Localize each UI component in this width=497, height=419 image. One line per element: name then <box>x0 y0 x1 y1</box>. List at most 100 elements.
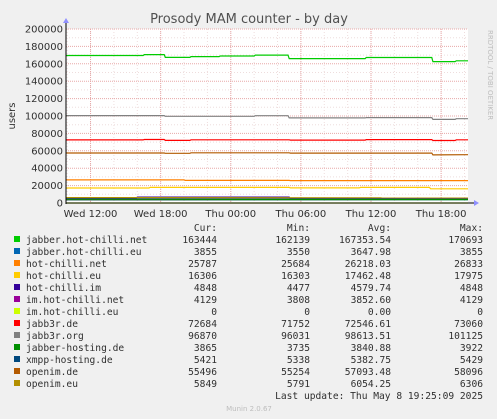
x-tick-label: Thu 18:00 <box>415 209 467 220</box>
legend-avg-value: 3647.98 <box>351 247 392 258</box>
legend-min-value: 5791 <box>287 379 310 390</box>
legend-max-value: 4129 <box>460 295 483 306</box>
legend-avg-value: 72546.61 <box>345 319 391 330</box>
y-axis-arrow <box>63 18 69 23</box>
y-tick-label: 80000 <box>31 129 63 140</box>
legend-name: hot-chilli.net <box>26 259 107 270</box>
legend-cur-value: 4848 <box>194 283 217 294</box>
legend-cur-value: 0 <box>211 307 217 318</box>
y-tick-label: 20000 <box>31 181 63 192</box>
legend-cur-value: 25787 <box>188 259 217 270</box>
legend-min-value: 162139 <box>275 235 310 246</box>
munin-version: Munin 2.0.67 <box>226 405 272 413</box>
legend-avg-value: 98613.51 <box>345 331 391 342</box>
legend-swatch <box>14 248 20 254</box>
legend-max-value: 58096 <box>454 367 483 378</box>
legend-cur-value: 163444 <box>182 235 217 246</box>
y-tick-label: 0 <box>57 199 63 210</box>
legend-swatch <box>14 356 20 362</box>
legend-avg-value: 0.00 <box>368 307 391 318</box>
legend-name: jabber-hosting.de <box>26 343 124 354</box>
x-tick-label: Thu 12:00 <box>345 209 397 220</box>
legend-max-value: 3855 <box>460 247 483 258</box>
legend-min-value: 16303 <box>281 271 310 282</box>
legend-name: jabb3r.org <box>26 331 84 342</box>
rrdtool-credit: RRDTOOL / TOBI OETIKER <box>486 30 494 120</box>
legend-name: im.hot-chilli.net <box>26 295 124 306</box>
legend-name: jabber.hot-chilli.eu <box>26 247 142 258</box>
legend-min-value: 5338 <box>287 355 310 366</box>
legend-cur-value: 3865 <box>194 343 217 354</box>
legend-cur-value: 5849 <box>194 379 217 390</box>
legend-max-value: 73060 <box>454 319 483 330</box>
legend-max-value: 0 <box>477 307 483 318</box>
y-tick-label: 160000 <box>25 59 63 70</box>
legend-swatch <box>14 320 20 326</box>
series-line-hot-chilli-eu <box>66 186 468 190</box>
legend-avg-value: 6054.25 <box>351 379 391 390</box>
legend-name: xmpp-hosting.de <box>26 355 113 366</box>
legend-avg-value: 3840.88 <box>351 343 392 354</box>
legend-name: jabb3r.de <box>26 319 78 330</box>
legend-max-value: 170693 <box>448 235 483 246</box>
legend-min-value: 71752 <box>281 319 310 330</box>
legend-swatch <box>14 296 20 302</box>
legend-min-value: 0 <box>304 307 310 318</box>
x-tick-label: Thu 00:00 <box>204 209 256 220</box>
legend-header-max: Max: <box>460 223 483 234</box>
y-tick-label: 140000 <box>25 77 63 88</box>
legend-name: im.hot-chilli.eu <box>26 307 118 318</box>
legend-max-value: 17975 <box>454 271 483 282</box>
legend-avg-value: 5382.75 <box>351 355 391 366</box>
x-tick-label: Thu 06:00 <box>274 209 326 220</box>
y-tick-label: 120000 <box>25 94 63 105</box>
legend-avg-value: 4579.74 <box>351 283 392 294</box>
legend-header-cur: Cur: <box>194 223 217 234</box>
legend-cur-value: 96870 <box>188 331 217 342</box>
legend-cur-value: 16306 <box>188 271 217 282</box>
axes: 0 20000 40000 60000 80000 100000 120000 140000 1… <box>25 18 479 220</box>
legend-max-value: 3922 <box>460 343 483 354</box>
y-tick-label: 180000 <box>25 42 63 53</box>
legend-min-value: 25684 <box>281 259 310 270</box>
series-line-jabb3r-org <box>66 115 468 120</box>
legend-swatch <box>14 236 20 242</box>
legend-max-value: 4848 <box>460 283 483 294</box>
legend-min-value: 4477 <box>287 283 310 294</box>
legend-min-value: 55254 <box>281 367 310 378</box>
chart-title: Prosody MAM counter - by day <box>150 12 348 27</box>
y-tick-label: 60000 <box>31 146 63 157</box>
legend-min-value: 3735 <box>287 343 310 354</box>
legend-avg-value: 167353.54 <box>339 235 391 246</box>
legend-cur-value: 55496 <box>188 367 217 378</box>
y-tick-label: 40000 <box>31 164 63 175</box>
legend-swatch <box>14 380 20 386</box>
legend-name: openim.de <box>26 367 78 378</box>
legend-swatch <box>14 308 20 314</box>
legend-swatch <box>14 260 20 266</box>
legend-max-value: 26833 <box>454 259 483 270</box>
y-tick-label: 100000 <box>25 112 63 123</box>
y-axis-label: users <box>7 102 18 129</box>
legend-swatch <box>14 368 20 374</box>
legend-header-avg: Avg: <box>368 223 391 234</box>
x-tick-label: Wed 18:00 <box>134 209 188 220</box>
legend-swatch <box>14 272 20 278</box>
series-line-openim-de <box>66 152 469 156</box>
legend-max-value: 6306 <box>460 379 483 390</box>
legend-name: hot-chilli.im <box>26 283 101 294</box>
legend-avg-value: 3852.60 <box>351 295 392 306</box>
legend-swatch <box>14 344 20 350</box>
legend-swatch <box>14 332 20 338</box>
legend-max-value: 101125 <box>448 331 483 342</box>
y-tick-label: 200000 <box>25 25 63 36</box>
legend-max-value: 5429 <box>460 355 483 366</box>
series-line-hot-chilli-net <box>66 179 468 182</box>
legend-min-value: 96031 <box>281 331 310 342</box>
legend-name: hot-chilli.eu <box>26 271 101 282</box>
legend-cur-value: 4129 <box>194 295 217 306</box>
legend-min-value: 3808 <box>287 295 310 306</box>
last-update: Last update: Thu May 8 19:25:09 2025 <box>275 391 483 402</box>
legend-swatch <box>14 284 20 290</box>
